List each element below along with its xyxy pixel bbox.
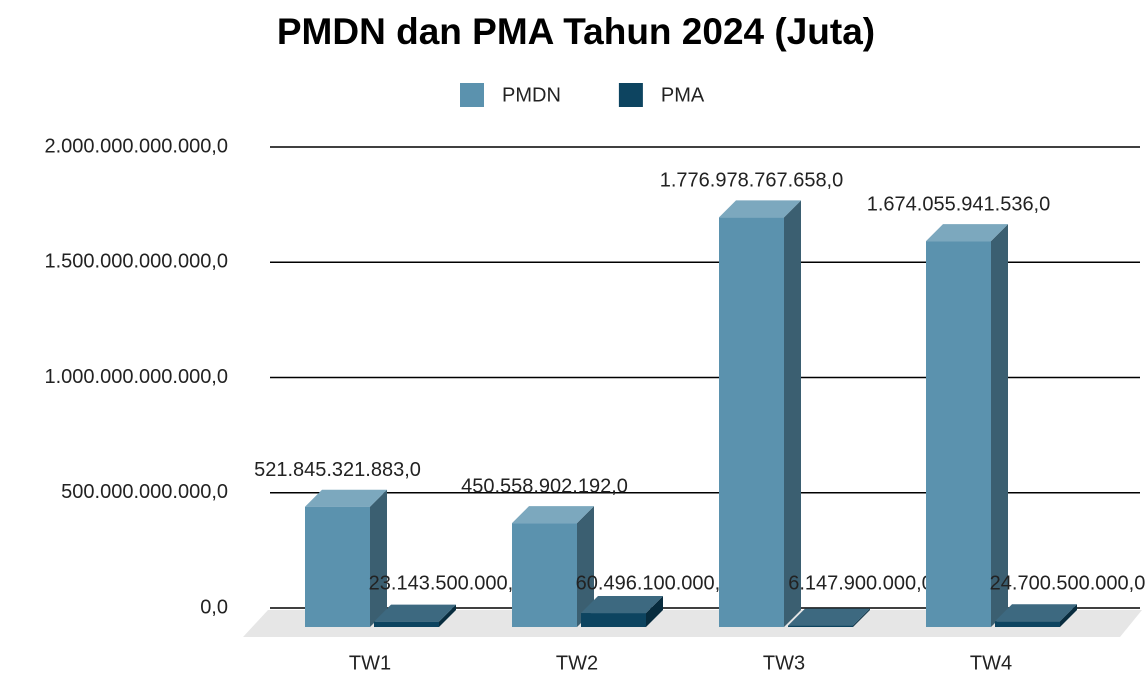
chart-title: PMDN dan PMA Tahun 2024 (Juta)	[277, 11, 875, 52]
x-tick-label: TW4	[970, 652, 1012, 673]
bar-side	[1060, 604, 1077, 627]
bar	[374, 621, 439, 627]
x-tick-label: TW3	[763, 652, 805, 673]
legend-swatch	[460, 83, 484, 107]
bar-side	[784, 200, 801, 628]
bar-top	[512, 506, 594, 524]
bar-side	[646, 596, 663, 627]
y-tick-label: 1.000.000.000.000,0	[44, 366, 228, 388]
data-label: 24.700.500.000,0	[990, 572, 1146, 594]
data-label: 6.147.900.000,0	[788, 572, 933, 594]
data-label: 1.674.055.941.536,0	[867, 193, 1051, 215]
legend-label: PMA	[661, 84, 705, 106]
bar-top	[719, 200, 801, 218]
bar	[305, 506, 370, 627]
bar-side	[577, 506, 594, 627]
bar	[512, 523, 577, 627]
y-tick-label: 2.000.000.000.000,0	[44, 135, 228, 157]
bar-top	[581, 596, 663, 614]
bar-side	[991, 224, 1008, 627]
bar-side	[853, 608, 870, 627]
x-tick-label: TW2	[556, 652, 598, 673]
y-tick-label: 0,0	[200, 596, 228, 618]
data-label: 450.558.902.192,0	[461, 475, 628, 497]
bar	[581, 613, 646, 627]
data-label: 521.845.321.883,0	[254, 459, 421, 481]
bar-side	[370, 489, 387, 627]
bar	[995, 621, 1060, 627]
data-label: 23.143.500.000,0	[369, 572, 525, 594]
bar-top	[995, 604, 1077, 622]
bar	[788, 625, 853, 627]
legend-swatch	[618, 83, 643, 107]
bar	[719, 217, 784, 628]
y-tick-label: 1.500.000.000.000,0	[44, 251, 228, 273]
data-label: 1.776.978.767.658,0	[660, 170, 844, 192]
bar	[926, 241, 991, 627]
bar-top	[374, 604, 456, 622]
bar-side	[439, 604, 456, 627]
data-label: 60.496.100.000,0	[576, 572, 732, 594]
bar-top	[305, 489, 387, 507]
bar-top	[926, 224, 1008, 242]
bar-top	[788, 608, 870, 626]
legend-label: PMDN	[502, 84, 561, 106]
floor	[243, 610, 1142, 637]
x-tick-label: TW1	[349, 652, 391, 673]
y-tick-label: 500.000.000.000,0	[61, 481, 228, 503]
